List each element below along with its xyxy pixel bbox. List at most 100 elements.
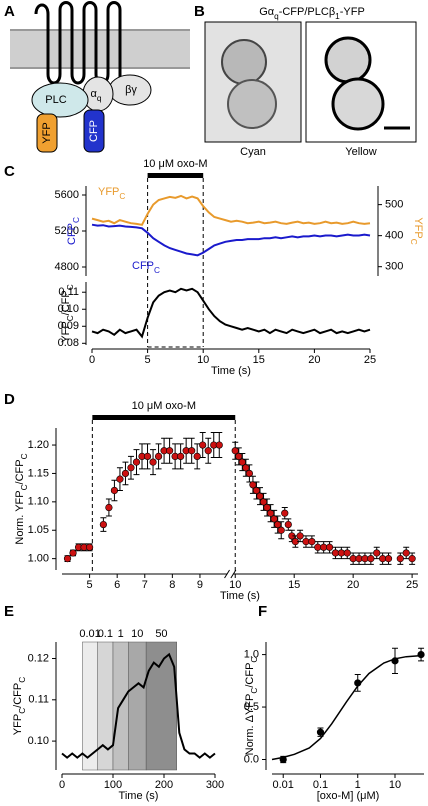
data-point	[199, 441, 207, 449]
cell	[221, 39, 267, 85]
data-point	[408, 555, 416, 563]
x-tick-label: 25	[406, 579, 418, 591]
x-tick-label: 20	[347, 579, 359, 591]
concentration-band	[112, 641, 129, 771]
x-tick-label: 20	[308, 354, 320, 366]
x-tick-label: 300	[206, 779, 224, 791]
text-part: C	[18, 708, 27, 714]
annotation: 10 μM oxo-M	[143, 158, 207, 170]
text-part: YFP	[12, 714, 24, 735]
data-point	[132, 458, 141, 466]
text-part: YFP	[98, 186, 119, 198]
text-part: /CFP	[14, 459, 26, 484]
x-tick-label: 5	[145, 354, 151, 366]
band-label: 0.01	[79, 628, 100, 640]
x-tick-label: 0.1	[313, 779, 328, 791]
x-tick-label: 15	[253, 354, 265, 366]
x-tick-label: 0	[59, 779, 65, 791]
data-point	[281, 509, 289, 517]
text-part: α	[91, 88, 98, 100]
trace	[61, 652, 216, 759]
fit-curve	[271, 654, 422, 761]
x-tick-label: 100	[104, 779, 122, 791]
band-label: 1	[118, 628, 124, 640]
y-tick-label: 1.20	[28, 439, 49, 451]
x-tick-label: 0.01	[273, 779, 294, 791]
yfp-label: YFP	[41, 122, 53, 143]
y-tick-label: 0.10	[28, 735, 49, 747]
data-point	[110, 486, 119, 495]
data-point	[127, 464, 135, 472]
text-part: C	[250, 657, 259, 663]
x-tick-label: 10	[229, 579, 241, 591]
data-point	[325, 543, 334, 551]
data-point	[105, 503, 113, 512]
stimulus-bar	[92, 415, 236, 420]
text-part: C	[20, 484, 29, 490]
y-tick-label: 4800	[55, 261, 79, 273]
data-point	[296, 532, 304, 540]
yfp-box	[36, 113, 58, 153]
text-part: /CFP	[60, 290, 72, 315]
text-part: C	[72, 217, 81, 223]
betagamma-label: βγ	[125, 84, 137, 96]
data-point	[384, 555, 393, 563]
data-point	[284, 520, 292, 529]
trace	[91, 287, 371, 339]
data-point	[166, 447, 174, 455]
data-point	[63, 555, 72, 563]
cell	[331, 77, 385, 131]
x-axis-label: Time (s)	[211, 365, 251, 377]
data-point	[308, 537, 316, 546]
receptor	[34, 1, 134, 101]
y-axis-label: Norm. ΔYFPC/CFPC	[244, 657, 259, 756]
y2-axis-label: YFPC	[409, 217, 424, 244]
stimulus-bar	[147, 173, 204, 178]
data-point	[204, 447, 212, 455]
text-part: q	[274, 12, 279, 21]
data-point	[373, 549, 381, 557]
panel-label: D	[4, 391, 15, 408]
x-tick-label: 5	[87, 579, 93, 591]
text-part: C	[119, 192, 125, 201]
micrographs: Gαq-CFP/PLCβ1-YFP Cyan Yellow	[204, 6, 417, 158]
trace	[91, 194, 371, 226]
data-point	[277, 526, 285, 534]
x-axis-label: Time (s)	[220, 590, 260, 602]
y-tick-label: 0.11	[28, 694, 49, 706]
y2-tick-label: 300	[385, 261, 403, 273]
text-part: C	[409, 239, 418, 245]
y-tick-label: 0.5	[244, 701, 259, 713]
plc-label: PLC	[45, 94, 66, 106]
concentration-band	[97, 641, 114, 771]
data-point	[143, 452, 152, 461]
y-axis-label: Norm. YFPC/CFPC	[14, 453, 29, 544]
trace	[91, 223, 371, 257]
data-point	[188, 447, 196, 455]
y-tick-label: 0.09	[58, 320, 79, 332]
band-label: 0.1	[98, 628, 113, 640]
y-axis-label: YFPC/CFPC	[12, 677, 27, 735]
y-tick-label: 5600	[55, 189, 79, 201]
concentration-band	[128, 641, 147, 771]
cell	[324, 36, 372, 84]
text-part: Norm. ΔYFP	[244, 694, 256, 756]
cell	[227, 79, 277, 129]
cfp-box	[83, 109, 105, 153]
text-part: /CFP	[12, 683, 24, 708]
y-tick-label: 1.0	[244, 648, 259, 660]
panel-label: A	[4, 3, 15, 20]
membrane	[10, 30, 190, 68]
data-point	[154, 452, 163, 461]
x-tick-label: 10	[197, 354, 209, 366]
x-tick-label: 6	[114, 579, 120, 591]
panel-label: F	[258, 603, 267, 620]
text-part: Gα	[259, 6, 275, 18]
data-point	[215, 441, 223, 449]
x-tick-label: 8	[169, 579, 175, 591]
text-part: C	[66, 284, 75, 290]
x-tick-label: 9	[197, 579, 203, 591]
y-tick-label: 1.05	[28, 524, 49, 536]
y2-tick-label: 500	[385, 199, 403, 211]
